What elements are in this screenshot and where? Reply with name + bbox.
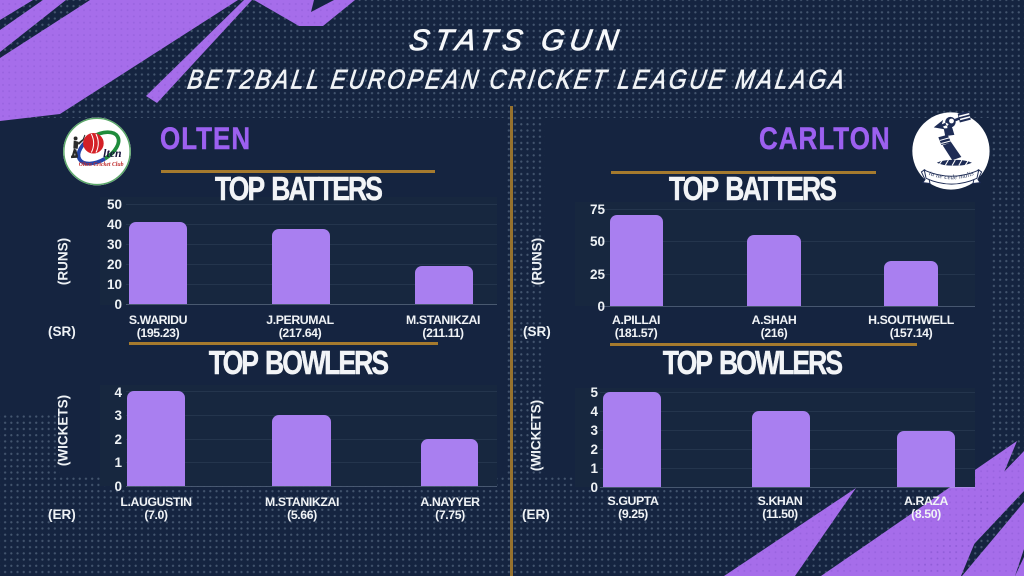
svg-text:tu ne cede malis: tu ne cede malis <box>928 170 975 181</box>
svg-text:lten: lten <box>103 146 121 160</box>
svg-text:Olten Cricket Club: Olten Cricket Club <box>79 162 124 168</box>
